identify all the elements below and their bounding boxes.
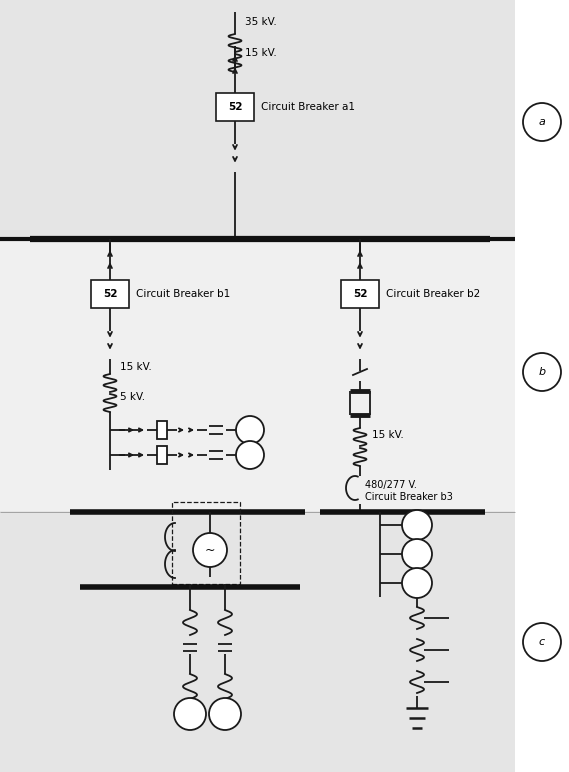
Text: b: b [538,367,546,377]
Circle shape [193,533,227,567]
Circle shape [236,416,264,444]
Text: 15 kV.: 15 kV. [120,362,152,372]
Circle shape [523,623,561,661]
Text: 15 kV.: 15 kV. [372,430,404,440]
Text: 480/277 V.
Circuit Breaker b3: 480/277 V. Circuit Breaker b3 [365,480,453,502]
Text: a: a [539,117,546,127]
Circle shape [402,568,432,598]
Text: 52: 52 [103,289,117,299]
Circle shape [402,539,432,569]
Circle shape [523,103,561,141]
Bar [157,421,167,439]
Text: 5 kV.: 5 kV. [120,392,145,402]
Bar [0,239,515,512]
Circle shape [523,353,561,391]
Text: c: c [539,637,545,647]
Bar [0,511,515,772]
Text: 52: 52 [353,289,367,299]
Text: 15 kV.: 15 kV. [245,48,277,58]
Bar [0,0,515,239]
Text: 52: 52 [228,102,242,112]
Text: Circuit Breaker a1: Circuit Breaker a1 [261,102,355,112]
Circle shape [209,698,241,730]
Circle shape [402,510,432,540]
Bar [216,93,254,121]
Bar [172,502,240,584]
Bar [341,280,379,308]
Circle shape [236,441,264,469]
Text: ~: ~ [205,543,215,557]
Text: Circuit Breaker b2: Circuit Breaker b2 [386,289,480,299]
Circle shape [174,698,206,730]
Bar [157,446,167,464]
Text: 35 kV.: 35 kV. [245,17,277,27]
Bar [91,280,129,308]
Text: Circuit Breaker b1: Circuit Breaker b1 [136,289,230,299]
